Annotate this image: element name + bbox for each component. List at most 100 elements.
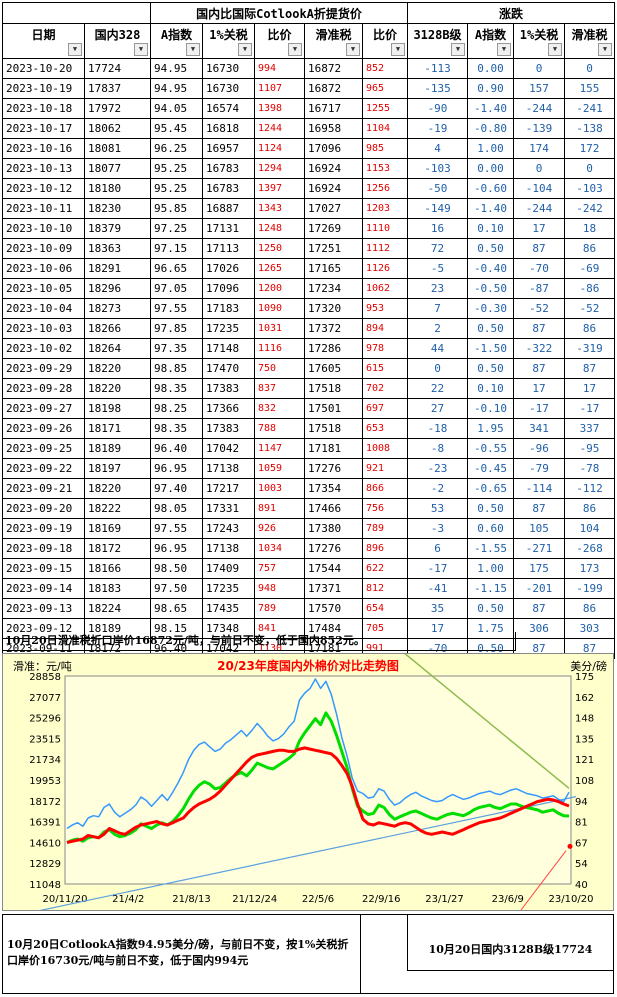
table-cell: 812 [362, 578, 408, 599]
table-cell: 2023-10-06 [2, 258, 85, 279]
table-cell: 1397 [254, 178, 305, 199]
table-cell: 896 [362, 538, 408, 559]
table-cell: 98.35 [150, 378, 203, 399]
table-cell: 2023-09-18 [2, 538, 85, 559]
table-cell: 17383 [202, 418, 255, 439]
table-cell: 2023-10-02 [2, 338, 85, 359]
y-right-tick-label: 121 [575, 755, 594, 766]
y-left-tick-label: 21734 [29, 755, 61, 766]
table-cell: 98.65 [150, 598, 203, 619]
table-cell: 18220 [84, 478, 151, 499]
filter-dropdown-icon[interactable]: ▼ [497, 43, 511, 56]
y-left-tick-label: 11048 [29, 880, 61, 891]
filter-dropdown-icon[interactable]: ▼ [68, 43, 82, 56]
table-cell: -149 [407, 198, 468, 219]
table-row: 2023-09-26 18171 98.35 17383 788 17518 653 -18 1… [2, 418, 616, 439]
table-cell: 17371 [304, 578, 363, 599]
table-cell: 86 [563, 598, 616, 619]
column-header-label: A指数 [160, 28, 193, 42]
table-cell: 53 [407, 498, 468, 519]
table-cell: 16783 [202, 178, 255, 199]
table-cell: 17181 [304, 438, 363, 459]
table-cell: -103 [407, 158, 468, 179]
table-cell: 72 [407, 238, 468, 259]
table-cell: 98.50 [150, 558, 203, 579]
table-cell: 1343 [254, 198, 305, 219]
filter-dropdown-icon[interactable]: ▼ [134, 43, 148, 56]
table-column-header-row: 日期 ▼ 国内328 ▼ A指数 ▼ 1%关税 ▼ 比价 ▼ 滑准税 ▼ 比价 ▼ 3128B级 ▼ A指数 ▼ 1… [2, 23, 616, 59]
y-right-tick-label: 54 [575, 859, 588, 870]
column-header-7: 3128B级 ▼ [407, 23, 468, 59]
y-left-axis-label: 滑准：元/吨 [13, 660, 72, 673]
table-cell: -95 [563, 438, 616, 459]
table-cell: 1256 [362, 178, 408, 199]
filter-dropdown-icon[interactable]: ▼ [346, 43, 360, 56]
table-cell: 341 [513, 418, 565, 439]
table-cell: 1248 [254, 218, 305, 239]
table-row: 2023-09-13 18224 98.65 17435 789 17570 654 35 0.… [2, 598, 616, 619]
table-cell: 104 [563, 518, 616, 539]
column-header-label: 滑准税 [315, 28, 352, 42]
table-cell: 1244 [254, 118, 305, 139]
table-row: 2023-10-18 17972 94.05 16574 1398 16717 1255 -9… [2, 98, 616, 119]
table-row: 2023-10-12 18180 95.25 16783 1397 16924 1256 -5… [2, 178, 616, 199]
table-cell: 17972 [84, 98, 151, 119]
table-cell: 16 [407, 218, 468, 239]
table-cell: 1090 [254, 298, 305, 319]
column-header-label: 3128B级 [413, 28, 462, 42]
table-cell: 2023-10-19 [2, 78, 85, 99]
y-left-tick-label: 14610 [29, 838, 61, 849]
table-row: 2023-10-16 18081 96.25 16957 1124 17096 985 4 1.… [2, 138, 616, 159]
filter-dropdown-icon[interactable]: ▼ [451, 43, 465, 56]
table-cell: 17148 [202, 338, 255, 359]
y-right-axis-label: 美分/磅 [570, 659, 607, 673]
table-cell: 837 [254, 378, 305, 399]
table-cell: 17518 [304, 418, 363, 439]
table-cell: 306 [513, 618, 565, 639]
table-cell: 1034 [254, 538, 305, 559]
table-cell: 756 [362, 498, 408, 519]
x-tick-label: 23/6/9 [492, 894, 524, 905]
table-row: 2023-10-06 18291 96.65 17026 1265 17165 1126 -5… [2, 258, 616, 279]
filter-dropdown-icon[interactable]: ▼ [391, 43, 405, 56]
filter-dropdown-icon[interactable]: ▼ [548, 43, 562, 56]
table-cell: 97.50 [150, 578, 203, 599]
column-header-1: 国内328 ▼ [84, 23, 151, 59]
domestic-3128b-note: 10月20日国内3128B级17724 [407, 915, 613, 971]
table-cell: -52 [513, 298, 565, 319]
table-cell: -5 [407, 258, 468, 279]
filter-dropdown-icon[interactable]: ▼ [598, 43, 613, 56]
filter-dropdown-icon[interactable]: ▼ [238, 43, 252, 56]
table-cell: 2023-09-27 [2, 398, 85, 419]
table-cell: 17544 [304, 558, 363, 579]
table-cell: 97.55 [150, 518, 203, 539]
table-cell: 654 [362, 598, 408, 619]
table-cell: 2023-09-28 [2, 378, 85, 399]
table-cell: 4 [407, 138, 468, 159]
table-cell: 16818 [202, 118, 255, 139]
filter-dropdown-icon[interactable]: ▼ [186, 43, 200, 56]
table-cell: 22 [407, 378, 468, 399]
table-cell: 1104 [362, 118, 408, 139]
table-cell: -0.50 [467, 278, 514, 299]
table-cell: 832 [254, 398, 305, 419]
filter-dropdown-icon[interactable]: ▼ [288, 43, 302, 56]
table-cell: 18169 [84, 518, 151, 539]
table-cell: 0.90 [467, 78, 514, 99]
table-cell: 18224 [84, 598, 151, 619]
table-cell: -0.80 [467, 118, 514, 139]
table-cell: 18189 [84, 438, 151, 459]
table-row: 2023-10-17 18062 95.45 16818 1244 16958 1104 -1… [2, 118, 616, 139]
table-cell: 18291 [84, 258, 151, 279]
table-cell: 0 [513, 158, 565, 179]
x-tick-label: 21/8/13 [172, 894, 211, 905]
table-cell: -3 [407, 518, 468, 539]
plot-area [64, 675, 572, 885]
table-cell: 921 [362, 458, 408, 479]
table-cell: 2023-09-14 [2, 578, 85, 599]
table-cell: 1294 [254, 158, 305, 179]
price-comparison-table: 国内比国际CotlookA折提货价 涨跌 日期 ▼ 国内328 ▼ A指数 ▼ 1%关税 ▼ 比… [2, 2, 616, 659]
table-cell: -78 [563, 458, 616, 479]
column-header-4: 比价 ▼ [254, 23, 305, 59]
table-row: 2023-10-03 18266 97.85 17235 1031 17372 894 2 0.… [2, 318, 616, 339]
